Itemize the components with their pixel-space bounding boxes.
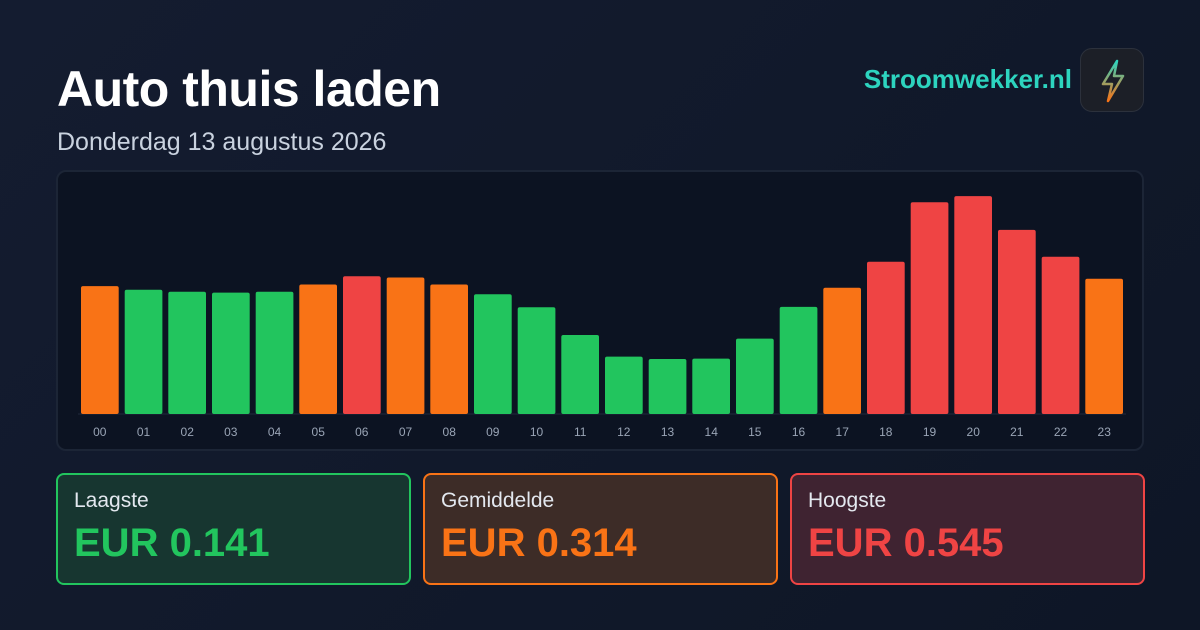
lightning-bolt-icon: [1101, 59, 1125, 103]
x-tick-label: 11: [574, 425, 587, 439]
x-tick-label: 17: [836, 425, 850, 439]
x-tick-label: 03: [224, 425, 238, 439]
bar-hour-02: [168, 291, 206, 414]
bar-hour-04: [255, 291, 294, 414]
bar-hour-11: [561, 335, 599, 414]
bar-hour-22: [1041, 256, 1080, 414]
bar-hour-05: [299, 284, 337, 414]
x-tick-label: 16: [792, 425, 806, 439]
x-tick-label: 21: [1010, 425, 1024, 439]
logo[interactable]: [1080, 48, 1144, 112]
bar-hour-06: [343, 276, 381, 414]
x-tick-label: 09: [486, 425, 500, 439]
bar-hour-20: [954, 196, 992, 414]
x-tick-label: 13: [661, 425, 675, 439]
bar-hour-18: [867, 261, 905, 414]
bar-hour-17: [823, 287, 861, 414]
page-title: Auto thuis laden: [57, 61, 441, 117]
x-tick-label: 08: [443, 425, 457, 439]
price-chart-panel: 00 01 02 03 04 05 06 07 08 09 10 11 12 13 14 15 16 17 18 19…: [56, 170, 1144, 451]
bar-hour-08: [430, 284, 468, 414]
x-tick-label: 05: [312, 425, 326, 439]
x-tick-label: 20: [967, 425, 981, 439]
x-tick-label: 15: [748, 425, 762, 439]
x-tick-label: 12: [617, 425, 631, 439]
lowest-price-label: Laagste: [74, 489, 149, 512]
price-bar-chart: 00 01 02 03 04 05 06 07 08 09 10 11 12 13 14 15 16 17 18 19…: [78, 196, 1126, 439]
x-tick-label: 19: [923, 425, 937, 439]
x-tick-label: 00: [93, 425, 107, 439]
x-tick-label: 22: [1054, 425, 1068, 439]
x-tick-label: 01: [137, 425, 151, 439]
x-tick-label: 02: [181, 425, 195, 439]
lowest-price-value: EUR 0.141: [74, 521, 270, 565]
average-price-card: Gemiddelde EUR 0.314: [423, 473, 778, 585]
highest-price-card: Hoogste EUR 0.545: [790, 473, 1145, 585]
lowest-price-card: Laagste EUR 0.141: [56, 473, 411, 585]
bar-hour-01: [124, 289, 163, 414]
x-tick-label: 23: [1098, 425, 1112, 439]
bar-hour-13: [648, 359, 687, 414]
bar-hour-03: [212, 292, 250, 414]
bar-hour-07: [386, 277, 425, 414]
x-tick-label: 07: [399, 425, 413, 439]
bar-hour-16: [779, 306, 818, 414]
x-tick-label: 18: [879, 425, 893, 439]
brand-name[interactable]: Stroomwekker.nl: [863, 64, 1072, 94]
x-tick-label: 06: [355, 425, 369, 439]
bar-hour-10: [517, 307, 556, 414]
page-subtitle: Donderdag 13 augustus 2026: [57, 128, 387, 156]
x-tick-label: 10: [530, 425, 544, 439]
bar-hour-12: [605, 356, 643, 414]
highest-price-value: EUR 0.545: [808, 521, 1004, 565]
x-tick-label: 04: [268, 425, 282, 439]
bar-hour-21: [998, 229, 1036, 414]
average-price-value: EUR 0.314: [441, 521, 637, 565]
bar-hour-09: [474, 294, 512, 414]
bar-hour-14: [692, 358, 730, 414]
x-tick-label: 14: [705, 425, 719, 439]
highest-price-label: Hoogste: [808, 489, 887, 512]
bar-hour-00: [81, 286, 119, 414]
bar-hour-15: [736, 338, 774, 414]
bar-hour-23: [1085, 278, 1123, 414]
bar-hour-19: [910, 202, 949, 414]
average-price-label: Gemiddelde: [441, 489, 555, 512]
